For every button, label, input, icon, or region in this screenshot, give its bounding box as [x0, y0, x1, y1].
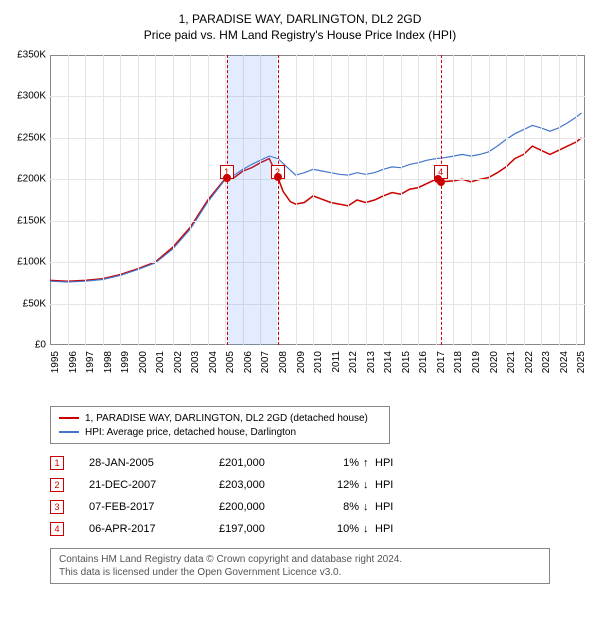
sale-price: £197,000 — [219, 523, 319, 535]
x-gridline — [559, 55, 560, 345]
x-gridline — [85, 55, 86, 345]
sale-pct: 1% — [319, 457, 359, 469]
sale-suffix: HPI — [375, 479, 393, 491]
y-tick-label: £200K — [10, 174, 46, 185]
chart-header: 1, PARADISE WAY, DARLINGTON, DL2 2GD Pri… — [10, 12, 590, 42]
legend: 1, PARADISE WAY, DARLINGTON, DL2 2GD (de… — [50, 406, 390, 444]
sale-date: 06-APR-2017 — [89, 523, 219, 535]
x-gridline — [68, 55, 69, 345]
y-tick-label: £350K — [10, 50, 46, 61]
x-gridline — [208, 55, 209, 345]
sale-row: 4 06-APR-2017£197,00010% ↓HPI — [50, 518, 590, 540]
sale-price: £201,000 — [219, 457, 319, 469]
x-gridline — [138, 55, 139, 345]
y-tick-label: £250K — [10, 132, 46, 143]
footer-attribution: Contains HM Land Registry data © Crown c… — [50, 548, 550, 584]
sale-marker-line — [441, 55, 442, 345]
x-gridline — [576, 55, 577, 345]
legend-swatch — [59, 431, 79, 433]
sale-point — [274, 173, 282, 181]
sale-num-box: 4 — [50, 522, 64, 536]
sale-row: 3 07-FEB-2017£200,0008% ↓HPI — [50, 496, 590, 518]
x-gridline — [418, 55, 419, 345]
sale-suffix: HPI — [375, 523, 393, 535]
y-gridline — [50, 262, 585, 263]
sale-pct: 10% — [319, 523, 359, 535]
sale-num-box: 3 — [50, 500, 64, 514]
y-tick-label: £300K — [10, 91, 46, 102]
sale-row: 1 28-JAN-2005£201,0001% ↑HPI — [50, 452, 590, 474]
sale-point — [223, 174, 231, 182]
sale-arrow-icon: ↓ — [363, 501, 375, 513]
sale-price: £203,000 — [219, 479, 319, 491]
page-subtitle: Price paid vs. HM Land Registry's House … — [10, 28, 590, 42]
sale-num-box: 1 — [50, 456, 64, 470]
x-gridline — [103, 55, 104, 345]
sale-num-box: 2 — [50, 478, 64, 492]
sales-table: 128-JAN-2005£201,0001%↑HPI221-DEC-2007£2… — [50, 452, 590, 540]
x-gridline — [173, 55, 174, 345]
legend-swatch — [59, 417, 79, 419]
y-tick-label: £150K — [10, 215, 46, 226]
x-gridline — [331, 55, 332, 345]
sale-date: 21-DEC-2007 — [89, 479, 219, 491]
x-gridline — [366, 55, 367, 345]
x-gridline — [155, 55, 156, 345]
x-gridline — [190, 55, 191, 345]
page-title: 1, PARADISE WAY, DARLINGTON, DL2 2GD — [10, 12, 590, 26]
y-tick-label: £100K — [10, 257, 46, 268]
x-gridline — [453, 55, 454, 345]
chart-lines-svg — [50, 55, 585, 345]
x-gridline — [506, 55, 507, 345]
y-gridline — [50, 138, 585, 139]
series-property — [50, 138, 582, 281]
x-gridline — [296, 55, 297, 345]
sale-point — [437, 178, 445, 186]
y-gridline — [50, 179, 585, 180]
footer-line2: This data is licensed under the Open Gov… — [59, 566, 541, 579]
legend-label: HPI: Average price, detached house, Darl… — [85, 427, 296, 438]
chart-area: £0£50K£100K£150K£200K£250K£300K£350K1995… — [10, 50, 590, 400]
x-gridline — [401, 55, 402, 345]
sale-pct: 12% — [319, 479, 359, 491]
sale-arrow-icon: ↓ — [363, 523, 375, 535]
sale-arrow-icon: ↑ — [363, 457, 375, 469]
sale-arrow-icon: ↓ — [363, 479, 375, 491]
sale-marker-line — [278, 55, 279, 345]
x-gridline — [471, 55, 472, 345]
y-gridline — [50, 304, 585, 305]
sale-suffix: HPI — [375, 457, 393, 469]
sale-pct: 8% — [319, 501, 359, 513]
sale-suffix: HPI — [375, 501, 393, 513]
footer-line1: Contains HM Land Registry data © Crown c… — [59, 553, 541, 566]
y-gridline — [50, 96, 585, 97]
sale-row: 2 21-DEC-2007£203,00012% ↓HPI — [50, 474, 590, 496]
x-gridline — [313, 55, 314, 345]
y-tick-label: £50K — [10, 298, 46, 309]
ownership-band — [227, 55, 278, 345]
x-gridline — [489, 55, 490, 345]
x-gridline — [524, 55, 525, 345]
sale-price: £200,000 — [219, 501, 319, 513]
x-gridline — [436, 55, 437, 345]
legend-label: 1, PARADISE WAY, DARLINGTON, DL2 2GD (de… — [85, 413, 368, 424]
x-gridline — [541, 55, 542, 345]
legend-item: HPI: Average price, detached house, Darl… — [59, 425, 381, 439]
legend-item: 1, PARADISE WAY, DARLINGTON, DL2 2GD (de… — [59, 411, 381, 425]
sale-date: 28-JAN-2005 — [89, 457, 219, 469]
x-gridline — [120, 55, 121, 345]
x-gridline — [383, 55, 384, 345]
sale-date: 07-FEB-2017 — [89, 501, 219, 513]
y-tick-label: £0 — [10, 340, 46, 351]
y-gridline — [50, 221, 585, 222]
x-gridline — [348, 55, 349, 345]
sale-marker-line — [227, 55, 228, 345]
